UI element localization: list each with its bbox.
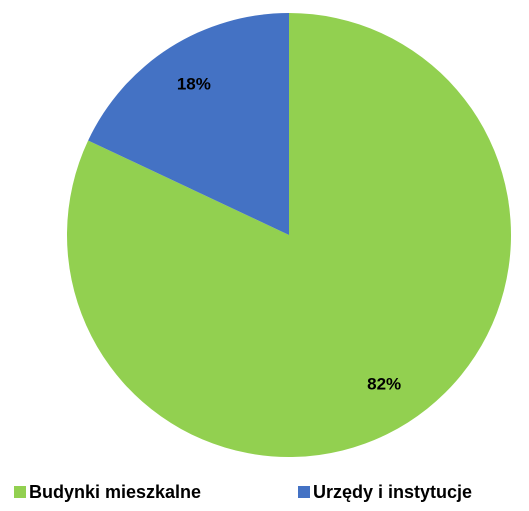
legend-swatch [298,486,310,498]
legend-label: Urzędy i instytucje [313,482,472,502]
legend-swatch [14,486,26,498]
value-label: 82% [367,374,401,393]
value-label: 18% [177,75,211,94]
pie-slice [88,13,290,235]
pie-slice [67,13,512,458]
legend-label: Budynki mieszkalne [29,482,201,502]
